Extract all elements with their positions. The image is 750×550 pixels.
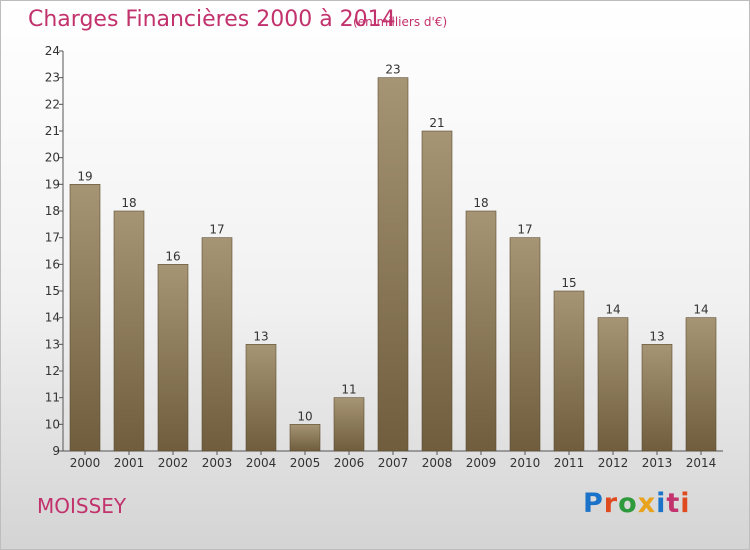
x-tick-label: 2008 bbox=[422, 456, 453, 470]
y-tick-label: 12 bbox=[45, 364, 60, 378]
y-tick-label: 17 bbox=[45, 231, 60, 245]
data-label: 16 bbox=[165, 249, 180, 263]
data-label: 17 bbox=[517, 223, 532, 237]
data-label: 13 bbox=[649, 329, 664, 343]
data-label: 10 bbox=[297, 409, 312, 423]
bar bbox=[113, 210, 145, 452]
y-tick-label: 10 bbox=[45, 417, 60, 431]
bar bbox=[69, 184, 101, 452]
bar bbox=[157, 264, 189, 452]
y-tick-label: 24 bbox=[45, 44, 60, 58]
x-tick-label: 2000 bbox=[70, 456, 101, 470]
bar bbox=[289, 424, 321, 452]
y-tick-label: 16 bbox=[45, 257, 60, 271]
data-label: 11 bbox=[341, 383, 356, 397]
data-label: 17 bbox=[209, 223, 224, 237]
bar bbox=[685, 317, 717, 452]
data-label: 15 bbox=[561, 276, 576, 290]
y-tick-label: 21 bbox=[45, 124, 60, 138]
x-tick-label: 2004 bbox=[246, 456, 277, 470]
logo-letter: t bbox=[666, 488, 681, 519]
y-tick-label: 13 bbox=[45, 337, 60, 351]
x-tick-label: 2011 bbox=[554, 456, 585, 470]
x-tick-label: 2013 bbox=[642, 456, 673, 470]
bar bbox=[509, 237, 541, 452]
logo-letter: P bbox=[583, 488, 604, 519]
y-tick-label: 20 bbox=[45, 151, 60, 165]
x-tick-label: 2006 bbox=[334, 456, 365, 470]
bar bbox=[245, 344, 277, 452]
bar bbox=[465, 210, 497, 452]
bar bbox=[641, 344, 673, 452]
y-tick-label: 19 bbox=[45, 177, 60, 191]
logo-letter: o bbox=[618, 488, 638, 519]
y-tick-label: 18 bbox=[45, 204, 60, 218]
data-label: 23 bbox=[385, 63, 400, 77]
y-tick-label: 11 bbox=[45, 391, 60, 405]
chart-subtitle: (en milliers d'€) bbox=[353, 15, 448, 29]
bar bbox=[201, 237, 233, 452]
y-tick-label: 9 bbox=[52, 444, 60, 458]
y-tick-label: 23 bbox=[45, 71, 60, 85]
data-label: 18 bbox=[121, 196, 136, 210]
bar bbox=[333, 397, 365, 452]
y-tick-label: 15 bbox=[45, 284, 60, 298]
data-label: 13 bbox=[253, 329, 268, 343]
bar bbox=[553, 290, 585, 452]
bar bbox=[421, 130, 453, 452]
x-tick-label: 2014 bbox=[686, 456, 717, 470]
x-tick-label: 2012 bbox=[598, 456, 629, 470]
data-label: 18 bbox=[473, 196, 488, 210]
logo-letter: r bbox=[603, 488, 619, 519]
y-tick-label: 22 bbox=[45, 97, 60, 111]
x-tick-label: 2010 bbox=[510, 456, 541, 470]
bar bbox=[597, 317, 629, 452]
place-name: MOISSEY bbox=[37, 494, 127, 518]
data-label: 14 bbox=[605, 303, 620, 317]
x-tick-label: 2002 bbox=[158, 456, 189, 470]
x-tick-label: 2003 bbox=[202, 456, 233, 470]
logo-letter: x bbox=[637, 488, 657, 519]
chart-title: Charges Financières 2000 à 2014 bbox=[28, 7, 396, 32]
x-tick-label: 2001 bbox=[114, 456, 145, 470]
x-tick-label: 2007 bbox=[378, 456, 409, 470]
data-label: 14 bbox=[693, 303, 708, 317]
bar bbox=[377, 77, 409, 452]
data-label: 19 bbox=[77, 169, 92, 183]
proxiti-logo[interactable]: Proxiti bbox=[583, 488, 691, 519]
logo-letter: i bbox=[680, 488, 691, 519]
x-tick-label: 2005 bbox=[290, 456, 321, 470]
logo-letter: i bbox=[656, 488, 667, 519]
data-label: 21 bbox=[429, 116, 444, 130]
x-tick-label: 2009 bbox=[466, 456, 497, 470]
y-tick-label: 14 bbox=[45, 311, 60, 325]
